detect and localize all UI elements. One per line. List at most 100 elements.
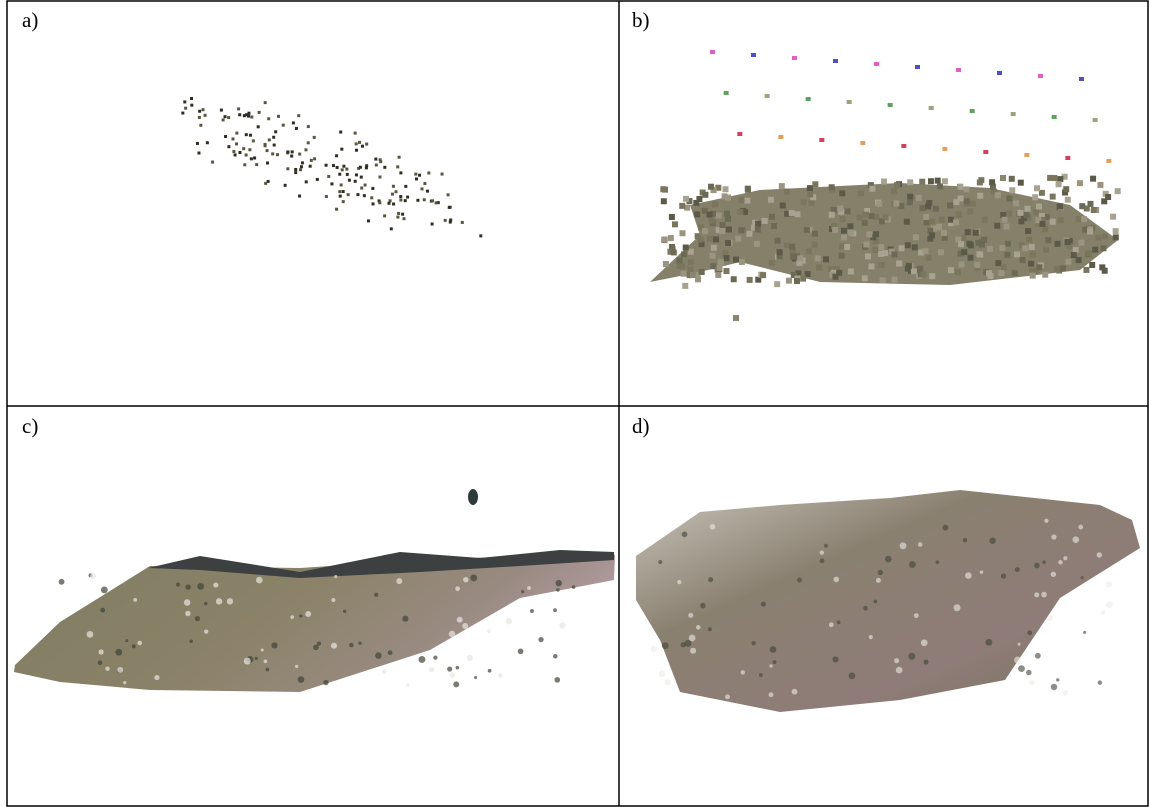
point [264,182,267,185]
point [253,156,256,159]
point [1026,237,1032,243]
camera [915,65,920,69]
point [919,179,925,185]
point [926,200,932,206]
speck [876,578,881,583]
speck [665,679,671,685]
point [1089,262,1095,268]
point [330,182,333,185]
speck [1106,581,1112,587]
point [938,249,944,255]
speck [374,593,378,597]
point [693,200,699,206]
point [211,161,214,164]
camera [970,109,975,113]
point [847,223,853,229]
speck [980,570,984,574]
point [690,272,696,278]
speck [863,606,868,611]
point [220,109,223,112]
speck [896,667,903,674]
speck [59,579,65,585]
speck [769,692,774,697]
point [744,198,750,204]
point [271,152,274,155]
point [398,156,401,159]
speck [449,631,456,638]
point [883,214,889,220]
speck [227,598,233,604]
point [392,185,395,188]
point [724,255,730,261]
point [720,222,726,228]
speck [343,610,346,613]
point [1057,176,1063,182]
point [837,206,843,212]
point [415,177,418,180]
point [361,145,364,148]
speck [474,676,477,679]
speck [837,621,841,625]
point [988,273,994,279]
point [717,265,723,271]
point [204,114,207,117]
point [746,231,752,237]
speck [406,683,409,686]
speck [456,666,460,670]
point [933,206,939,212]
speck [894,658,899,663]
point [858,190,864,196]
camera [983,150,988,154]
point [1017,210,1023,216]
panel-label: c) [22,414,38,438]
point [754,241,760,247]
speck [1014,657,1021,664]
point [313,136,316,139]
point [745,186,751,192]
point [238,113,241,116]
speck [101,586,108,593]
point [812,242,818,248]
point [1003,224,1009,230]
point [797,255,803,261]
point [970,201,976,207]
point [339,131,342,134]
speck [447,666,452,671]
point [1113,228,1119,234]
point [441,173,444,176]
point [1063,186,1069,192]
speck [115,649,122,656]
point [1030,273,1036,279]
point [961,235,967,241]
point [342,165,345,168]
point [848,230,854,236]
point [955,269,961,275]
point [420,187,423,190]
point [313,157,316,160]
speck [506,618,512,624]
point [416,199,419,202]
camera [1024,153,1029,157]
point [355,142,358,145]
point [668,235,674,241]
point [982,217,988,223]
point [227,116,230,119]
point [747,277,753,283]
point [786,278,792,284]
point [807,191,813,197]
point [711,245,717,251]
point [294,171,297,174]
speck [467,655,473,661]
speck [298,676,305,683]
speck [1051,572,1056,577]
speck [1018,665,1025,672]
point [1076,216,1082,222]
point [342,200,345,203]
point [394,190,397,193]
point [264,101,267,104]
point [726,226,732,232]
speck [185,611,190,616]
point [964,186,970,192]
point [953,219,959,225]
point [397,212,400,215]
